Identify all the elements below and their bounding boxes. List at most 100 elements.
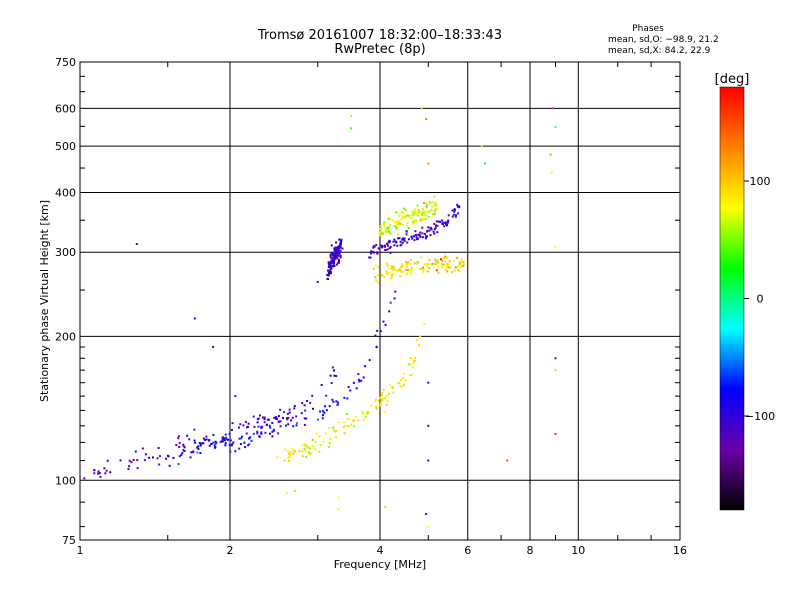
data-point: [253, 425, 256, 428]
data-point: [315, 432, 318, 435]
data-point: [264, 431, 267, 434]
data-point: [97, 470, 100, 473]
data-point: [333, 247, 336, 250]
data-point: [421, 217, 424, 220]
data-point: [260, 431, 263, 434]
legend-line-o: mean, sd,O: −98.9, 21.2: [608, 35, 719, 45]
data-point: [328, 273, 331, 276]
data-point: [398, 382, 401, 385]
data-point: [287, 416, 290, 419]
y-tick-label: 75: [62, 534, 76, 547]
chart-title: Tromsø 20161007 18:32:00–18:33:43: [257, 28, 502, 43]
x-tick-label: 4: [377, 544, 384, 557]
data-point: [414, 208, 417, 211]
data-point: [455, 214, 458, 217]
data-point: [347, 385, 350, 388]
data-point: [335, 254, 338, 257]
data-point: [447, 263, 450, 266]
data-point: [308, 451, 311, 454]
data-point: [376, 329, 379, 332]
data-point: [248, 437, 251, 440]
data-point: [381, 274, 384, 277]
data-point: [396, 244, 399, 247]
data-point: [360, 379, 363, 382]
data-point: [552, 107, 555, 110]
data-point: [257, 425, 260, 428]
data-point: [424, 204, 427, 207]
data-point: [177, 435, 180, 438]
data-point: [425, 262, 428, 265]
data-point: [393, 244, 396, 247]
data-point: [136, 459, 139, 462]
data-point: [419, 235, 422, 238]
data-point: [434, 202, 437, 205]
data-point: [416, 262, 419, 265]
data-point: [157, 447, 160, 450]
data-point: [431, 212, 434, 215]
data-point: [303, 423, 306, 426]
data-point: [338, 238, 341, 241]
data-point: [93, 472, 96, 475]
data-point: [249, 436, 252, 439]
data-point: [459, 266, 462, 269]
data-point: [391, 274, 394, 277]
data-point: [263, 416, 266, 419]
data-point: [127, 468, 130, 471]
data-point: [362, 412, 365, 415]
data-point: [386, 272, 389, 275]
data-point: [400, 378, 403, 381]
data-point: [311, 438, 314, 441]
data-point: [445, 265, 448, 268]
data-point: [291, 447, 294, 450]
data-point: [339, 245, 342, 248]
data-point: [436, 231, 439, 234]
data-point: [196, 446, 199, 449]
data-point: [214, 446, 217, 449]
data-point: [308, 447, 311, 450]
data-point: [327, 261, 330, 264]
data-point: [390, 267, 393, 270]
data-point: [379, 244, 382, 247]
data-point: [411, 222, 414, 225]
data-point: [402, 215, 405, 218]
data-point: [291, 416, 294, 419]
data-point: [446, 221, 449, 224]
data-point: [346, 397, 349, 400]
y-axis-label: Stationary phase Virtual Height [km]: [38, 200, 51, 402]
data-point: [390, 277, 393, 280]
data-point: [362, 418, 365, 421]
data-point: [267, 418, 270, 421]
data-point: [343, 432, 346, 435]
data-point: [409, 357, 412, 360]
data-point: [354, 415, 357, 418]
data-point: [412, 214, 415, 217]
data-point: [416, 237, 419, 240]
data-point: [183, 446, 186, 449]
data-point: [401, 241, 404, 244]
data-point: [406, 262, 409, 265]
data-point: [426, 210, 429, 213]
data-point: [231, 422, 234, 425]
data-point: [385, 242, 388, 245]
data-point: [134, 450, 137, 453]
data-point: [228, 444, 231, 447]
data-point: [444, 260, 447, 263]
data-point: [386, 400, 389, 403]
data-point: [305, 455, 308, 458]
data-point: [391, 219, 394, 222]
data-point: [301, 443, 304, 446]
data-point: [415, 220, 418, 223]
data-point: [383, 397, 386, 400]
data-point: [311, 444, 314, 447]
data-point: [388, 224, 391, 227]
data-point: [274, 416, 277, 419]
data-point: [186, 434, 189, 437]
data-point: [433, 195, 436, 198]
data-point: [197, 448, 200, 451]
data-point: [416, 213, 419, 216]
data-point: [353, 419, 356, 422]
data-point: [212, 346, 215, 349]
data-point: [148, 456, 151, 459]
data-point: [375, 264, 378, 267]
data-point: [202, 437, 205, 440]
